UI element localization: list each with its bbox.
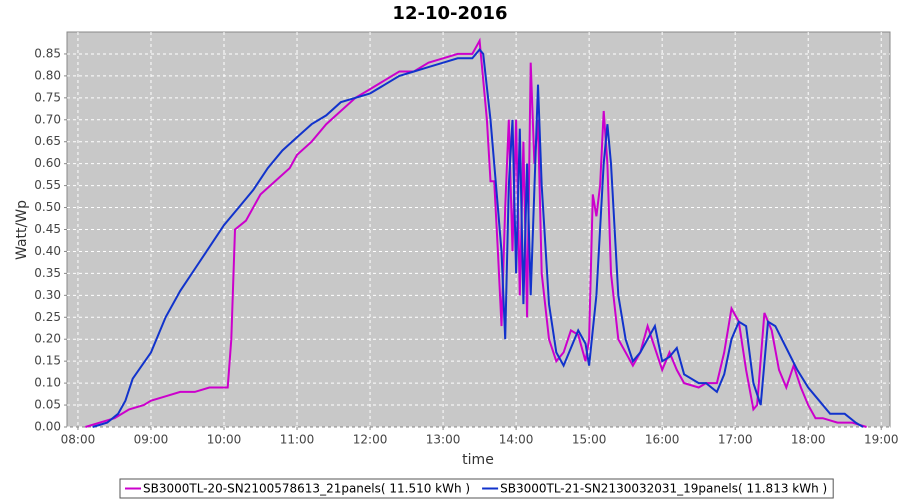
- y-tick-label: 0.85: [34, 46, 61, 60]
- y-tick-label: 0.20: [34, 332, 61, 346]
- x-tick-label: 11:00: [280, 433, 315, 447]
- y-tick-label: 0.05: [34, 398, 61, 412]
- x-tick-label: 19:00: [864, 433, 899, 447]
- legend-label: SB3000TL-20-SN2100578613_21panels( 11.51…: [143, 482, 470, 496]
- x-tick-label: 10:00: [207, 433, 242, 447]
- y-tick-label: 0.00: [34, 420, 61, 434]
- legend-box: [119, 478, 834, 499]
- x-tick-label: 15:00: [572, 433, 607, 447]
- x-tick-label: 09:00: [134, 433, 169, 447]
- x-axis-title: time: [462, 452, 494, 468]
- y-tick-label: 0.45: [34, 222, 61, 236]
- x-tick-label: 13:00: [426, 433, 461, 447]
- y-tick-label: 0.70: [34, 112, 61, 126]
- y-tick-label: 0.35: [34, 266, 61, 280]
- y-tick-label: 0.25: [34, 310, 61, 324]
- x-tick-label: 08:00: [61, 433, 96, 447]
- legend-label: SB3000TL-21-SN2130032031_19panels( 11.81…: [500, 482, 827, 496]
- x-tick-label: 14:00: [499, 433, 534, 447]
- y-tick-label: 0.40: [34, 244, 61, 258]
- series-line: [92, 48, 864, 428]
- y-tick-label: 0.80: [34, 68, 61, 82]
- y-tick-label: 0.60: [34, 156, 61, 170]
- plot-area: [66, 31, 891, 428]
- x-tick-label: 16:00: [645, 433, 680, 447]
- x-tick-label: 17:00: [718, 433, 753, 447]
- y-axis-title: Watt/Wp: [14, 200, 30, 260]
- y-tick-label: 0.55: [34, 178, 61, 192]
- x-tick-label: 18:00: [791, 433, 826, 447]
- y-tick-label: 0.50: [34, 200, 61, 214]
- y-tick-label: 0.15: [34, 354, 61, 368]
- y-tick-label: 0.65: [34, 134, 61, 148]
- x-tick-label: 12:00: [353, 433, 388, 447]
- chart-title: 12-10-2016: [392, 3, 507, 24]
- y-tick-label: 0.10: [34, 376, 61, 390]
- y-tick-label: 0.75: [34, 90, 61, 104]
- y-tick-label: 0.30: [34, 288, 61, 302]
